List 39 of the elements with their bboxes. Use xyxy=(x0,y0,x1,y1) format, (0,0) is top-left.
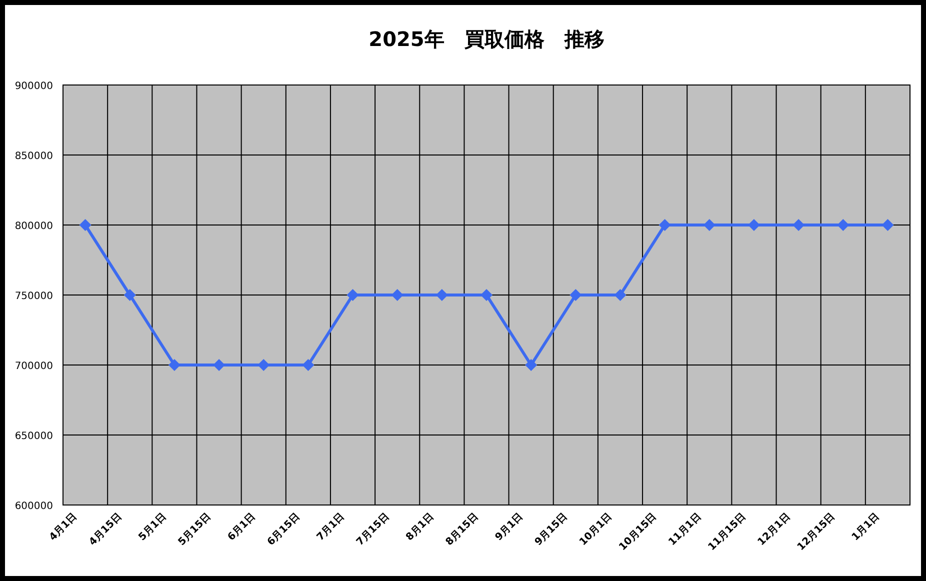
x-tick-label: 8月1日 xyxy=(404,511,436,544)
x-tick-label: 9月1日 xyxy=(493,511,526,544)
x-tick-label: 6月15日 xyxy=(266,511,302,548)
point xyxy=(302,359,314,371)
y-tick-label: 700000 xyxy=(14,361,53,372)
y-tick-label: 800000 xyxy=(14,221,53,232)
y-tick-label: 650000 xyxy=(14,431,53,442)
x-tick-label: 1月1日 xyxy=(850,511,882,544)
point xyxy=(168,359,180,371)
x-tick-label: 4月1日 xyxy=(48,511,80,544)
x-tick-label: 11月15日 xyxy=(706,511,748,553)
x-tick-label: 11月1日 xyxy=(666,511,704,548)
point xyxy=(882,219,894,231)
y-tick-label: 750000 xyxy=(14,291,53,302)
x-tick-label: 7月15日 xyxy=(354,511,392,548)
chart-title: 2025年 買取価格 推移 xyxy=(368,27,604,51)
x-tick-label: 7月1日 xyxy=(315,511,347,544)
x-tick-label: 5月1日 xyxy=(136,511,169,544)
x-tick-label: 12月15日 xyxy=(796,511,838,553)
point xyxy=(124,289,136,301)
x-tick-label: 4月15日 xyxy=(87,511,124,548)
x-tick-label: 12月1日 xyxy=(756,511,793,548)
x-tick-label: 5月15日 xyxy=(176,511,214,548)
x-tick-label: 8月15日 xyxy=(444,511,481,548)
point xyxy=(79,219,92,231)
y-tick-label: 600000 xyxy=(14,501,53,512)
x-tick-label: 10月1日 xyxy=(578,511,614,548)
point xyxy=(480,289,492,301)
x-tick-label: 6月1日 xyxy=(226,511,258,544)
point xyxy=(570,289,582,301)
point xyxy=(391,289,404,301)
point xyxy=(346,289,359,301)
y-tick-label: 850000 xyxy=(14,151,53,162)
y-tick-label: 900000 xyxy=(14,81,53,92)
x-tick-label: 10月15日 xyxy=(617,511,659,553)
point xyxy=(525,359,538,371)
point xyxy=(658,219,671,231)
point xyxy=(614,289,626,301)
x-tick-label: 9月15日 xyxy=(533,511,570,548)
